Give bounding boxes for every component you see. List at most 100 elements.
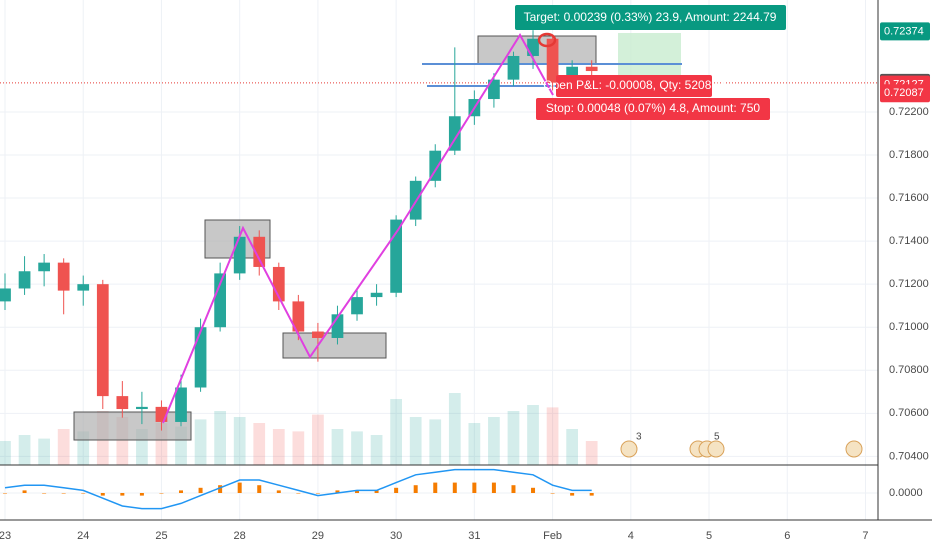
axes: 23 24 25 28 29 30 31 Feb 4 5 6 7 0.70400 0.70600 0.708… [0,22,930,542]
volume-bar [38,438,50,465]
volume-bar [566,429,579,465]
candle-body [351,297,363,315]
events: 3 5 [620,432,863,458]
candle-body [57,262,70,291]
target-text: Target: 0.00239 (0.33%) 23.9, Amount: 22… [524,10,777,24]
zone-box [73,411,192,441]
volume-bar [331,429,344,465]
macd-line [4,468,592,510]
candle-body [448,116,461,151]
volume-bar [233,417,246,465]
candle-body [390,219,402,293]
price-badge [880,84,930,103]
x-tick-label: 23 [0,530,11,542]
macd-histogram-bar [257,485,262,493]
macd-histogram-bar [22,490,27,493]
volume-bar [194,419,207,465]
volume-bar [77,431,90,465]
macd-histogram-bar [511,485,516,493]
x-tick-label: 6 [784,530,790,542]
macd-histogram-bar [100,493,105,496]
y-tick-label: 0.71200 [889,278,929,290]
candle-body [136,406,148,410]
volume-bar [272,429,285,465]
macd-histogram-bar [570,493,575,496]
x-tick-label: 30 [390,530,402,542]
candle-body [507,55,520,80]
macd-histogram-bar [3,493,8,494]
pnl-text: Open P&L: -0.00008, Qty: 520833 [543,78,725,92]
candle-body [488,79,500,100]
macd-histogram-bar [531,487,536,493]
candle-body [194,327,207,388]
volume-bar [370,435,383,465]
price-badge [880,22,930,41]
volume-bar [448,393,461,465]
stop-text: Stop: 0.00048 (0.07%) 4.8, Amount: 750 [546,101,760,115]
macd-histogram-bar [179,490,184,493]
candle-body [370,292,383,298]
volume-bar [585,441,598,465]
zigzag [162,33,554,424]
volume-bar [292,431,305,465]
candle-body [214,273,226,328]
volume-bar [214,411,226,465]
macd-histogram-bar [237,482,242,493]
volume-bar [18,435,31,465]
candle-body [155,406,168,422]
volume-bar [546,407,559,465]
price-badge-label: 0.72087 [884,87,924,99]
event-icon [845,440,863,458]
volume-bar [468,423,481,465]
candle-body [96,284,109,397]
volume-bar [175,426,187,465]
candle-body [253,236,266,267]
x-tick-label: 7 [862,530,868,542]
y-tick-label: 0.70600 [889,407,929,419]
pnl-badge [556,75,712,97]
x-tick-label: 25 [155,530,167,542]
macd-histogram-bar [413,485,418,493]
y2-tick-label: 0.0000 [889,487,923,499]
x-tick-label: 31 [468,530,480,542]
macd-pane [3,468,594,510]
price-badge-label: 0.72374 [884,25,924,37]
macd-histogram-bar [61,493,66,494]
volume-bar [409,417,422,465]
macd-histogram-bar [120,493,125,496]
macd-histogram-bar [198,487,203,493]
macd-histogram-bar [81,493,86,494]
candle-body [585,66,598,72]
macd-histogram-bar [550,493,555,494]
candle-body [18,271,31,289]
volume-bar [488,417,500,465]
macd-histogram-bar [452,482,457,493]
macd-histogram-bar [296,493,301,494]
circle-marker [537,32,557,48]
candle-body [38,262,50,272]
x-tick-label: 29 [312,530,324,542]
volume-bar [155,423,168,465]
macd-histogram-bar [374,490,379,493]
macd-histogram-bar [159,493,164,494]
macd-histogram-bar [394,487,399,493]
candle-body [546,38,559,83]
candle-body [175,387,187,422]
volume-bar [312,414,324,465]
volume-bar [527,405,539,465]
candle-body [77,284,90,291]
volume-bar [351,431,363,465]
macd-histogram-bar [315,493,320,494]
macd-histogram-bar [218,485,223,493]
event-count: 3 [636,432,642,443]
macd-histogram-bar [491,482,496,493]
candle-body [292,301,305,332]
stop-badge [536,98,770,120]
candle-body [0,288,11,302]
candle-body [527,38,539,56]
macd-histogram-bar [589,493,594,496]
event-icon [620,440,638,458]
y-tick-label: 0.72200 [889,106,929,118]
y-tick-label: 0.71600 [889,192,929,204]
